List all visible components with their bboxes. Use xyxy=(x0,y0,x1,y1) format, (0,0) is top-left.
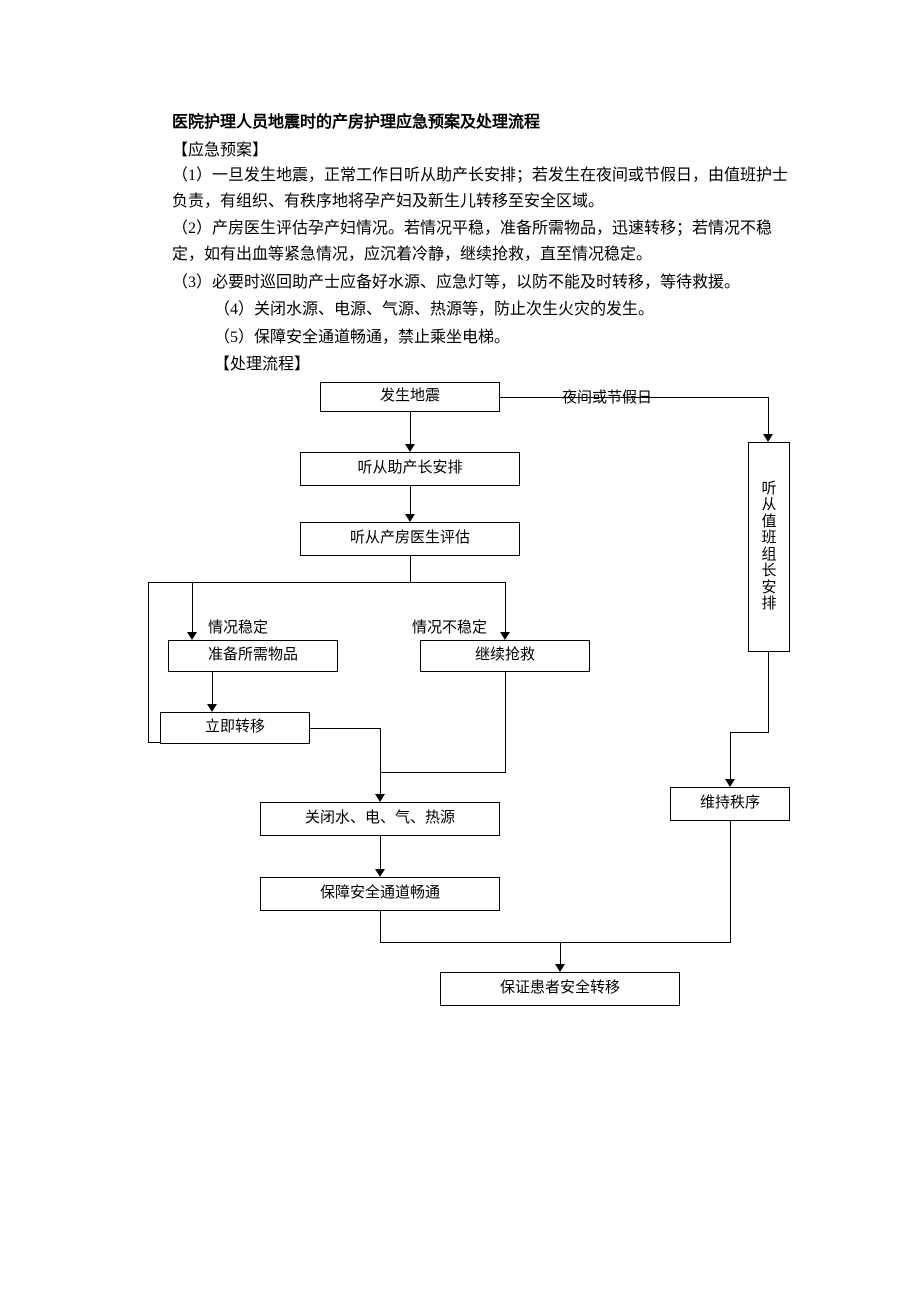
section-plan-label: 【应急预案】 xyxy=(172,138,790,164)
arrow-icon xyxy=(207,704,217,712)
edge xyxy=(768,652,769,732)
edge xyxy=(410,412,411,446)
paragraph-4: （4）关闭水源、电源、气源、热源等，防止次生火灾的发生。 xyxy=(214,297,790,323)
vchar: 从 xyxy=(761,497,776,514)
edge xyxy=(560,942,561,966)
vchar: 听 xyxy=(761,481,776,498)
vchar: 长 xyxy=(761,563,776,580)
arrow-icon xyxy=(725,779,735,787)
node-order: 维持秩序 xyxy=(670,787,790,821)
edge xyxy=(380,836,381,871)
edge xyxy=(380,942,560,943)
node-duty: 听 从 值 班 组 长 安 排 xyxy=(748,442,790,652)
paragraph-3: （3）必要时巡回助产士应备好水源、应急灯等，以防不能及时转移，等待救援。 xyxy=(172,270,790,296)
edge xyxy=(380,772,506,773)
edge xyxy=(560,942,731,943)
document-title: 医院护理人员地震时的产房护理应急预案及处理流程 xyxy=(172,110,790,136)
vchar: 排 xyxy=(761,596,776,613)
vchar: 组 xyxy=(761,547,776,564)
edge xyxy=(768,397,769,436)
paragraph-5: （5）保障安全通道畅通，禁止乘坐电梯。 xyxy=(214,325,790,351)
arrow-icon xyxy=(375,794,385,802)
arrow-icon xyxy=(763,434,773,442)
arrow-icon xyxy=(187,632,197,640)
section-flow-label: 【处理流程】 xyxy=(214,352,790,378)
edge xyxy=(505,672,506,772)
edge xyxy=(148,742,160,743)
node-leader: 听从助产长安排 xyxy=(300,452,520,486)
edge xyxy=(148,582,149,742)
node-rescue: 继续抢救 xyxy=(420,640,590,672)
arrow-icon xyxy=(405,444,415,452)
node-assess: 听从产房医生评估 xyxy=(300,522,520,556)
node-start: 发生地震 xyxy=(320,382,500,412)
arrow-icon xyxy=(375,869,385,877)
arrow-icon xyxy=(500,632,510,640)
arrow-icon xyxy=(405,514,415,522)
node-transfer: 立即转移 xyxy=(160,712,310,744)
edge xyxy=(380,911,381,942)
vchar: 值 xyxy=(761,514,776,531)
paragraph-2: （2）产房医生评估孕产妇情况。若情况平稳，准备所需物品，迅速转移；若情况不稳定，… xyxy=(172,216,790,267)
flowchart-diagram: 发生地震 听从助产长安排 听从产房医生评估 准备所需物品 继续抢救 立即转移 关… xyxy=(130,382,790,1082)
label-night: 夜间或节假日 xyxy=(560,386,654,410)
edge xyxy=(410,486,411,516)
vchar: 班 xyxy=(761,530,776,547)
edge xyxy=(730,732,769,733)
edge xyxy=(730,732,731,781)
label-unstable: 情况不稳定 xyxy=(410,616,489,640)
edge xyxy=(730,821,731,942)
document-page: 医院护理人员地震时的产房护理应急预案及处理流程 【应急预案】 （1）一旦发生地震… xyxy=(0,0,920,1122)
label-stable: 情况稳定 xyxy=(206,616,270,640)
edge xyxy=(192,582,193,634)
edge xyxy=(410,556,411,582)
arrow-icon xyxy=(555,964,565,972)
node-prepare: 准备所需物品 xyxy=(168,640,338,672)
edge xyxy=(505,582,506,634)
edge xyxy=(310,728,380,729)
edge xyxy=(192,582,506,583)
edge xyxy=(500,397,768,398)
vchar: 安 xyxy=(761,580,776,597)
edge xyxy=(148,582,192,583)
node-safe: 保证患者安全转移 xyxy=(440,972,680,1006)
edge xyxy=(380,728,381,796)
node-channel: 保障安全通道畅通 xyxy=(260,877,500,911)
edge xyxy=(212,672,213,706)
paragraph-1: （1）一旦发生地震，正常工作日听从助产长安排；若发生在夜间或节假日，由值班护士负… xyxy=(172,163,790,214)
node-close: 关闭水、电、气、热源 xyxy=(260,802,500,836)
